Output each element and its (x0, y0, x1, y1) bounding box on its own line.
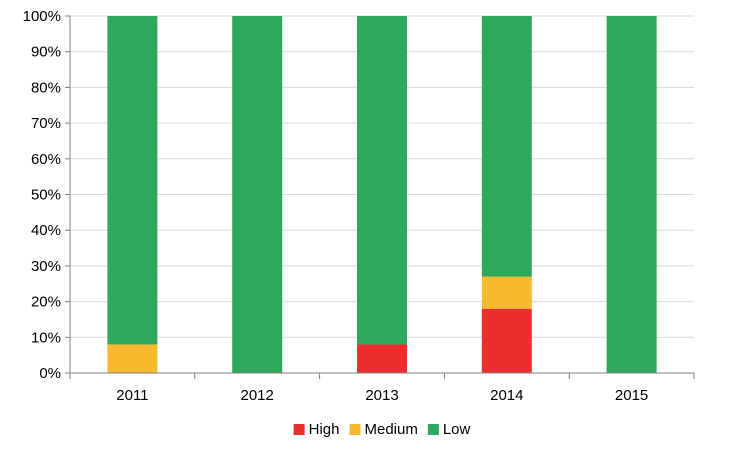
legend-label-high: High (309, 421, 340, 438)
legend: High Medium Low (293, 421, 471, 438)
bar-low-2015 (606, 16, 657, 373)
legend-swatch-medium (349, 424, 361, 435)
bar-low-2012 (232, 16, 283, 373)
legend-label-low: Low (443, 421, 471, 438)
y-tick-label: 70% (31, 115, 61, 132)
x-tick-label: 2014 (490, 387, 523, 404)
y-tick-label: 40% (31, 222, 61, 239)
x-tick-label: 2012 (241, 387, 274, 404)
x-tick-label: 2011 (116, 387, 148, 404)
bar-medium-2011 (107, 344, 158, 373)
bars (107, 16, 657, 373)
bar-low-2011 (107, 16, 158, 345)
y-tick-label: 90% (31, 44, 61, 61)
x-tick-label: 2015 (615, 387, 648, 404)
bar-low-2013 (357, 16, 407, 345)
x-tick-labels: 2011 2012 2013 2014 2015 (116, 387, 648, 404)
y-tick-label: 50% (31, 187, 61, 204)
y-tick-label: 30% (31, 258, 61, 275)
legend-swatch-low (427, 424, 439, 435)
y-tick-label: 60% (31, 151, 61, 168)
y-tick-label: 0% (39, 365, 61, 382)
y-tick-label: 20% (31, 294, 61, 311)
x-tick-label: 2013 (365, 387, 398, 404)
y-tick-label: 80% (31, 79, 61, 96)
legend-swatch-high (293, 424, 305, 435)
axes (65, 15, 695, 379)
y-tick-labels: 0% 10% 20% 30% 40% 50% 60% 70% 80% 90% 100% (23, 8, 61, 382)
bar-high-2014 (481, 308, 532, 373)
bar-high-2013 (357, 344, 407, 373)
y-tick-label: 100% (23, 8, 61, 25)
y-tick-label: 10% (31, 329, 61, 346)
legend-label-medium: Medium (364, 421, 417, 438)
bar-low-2014 (481, 16, 532, 277)
bar-medium-2014 (481, 276, 532, 309)
